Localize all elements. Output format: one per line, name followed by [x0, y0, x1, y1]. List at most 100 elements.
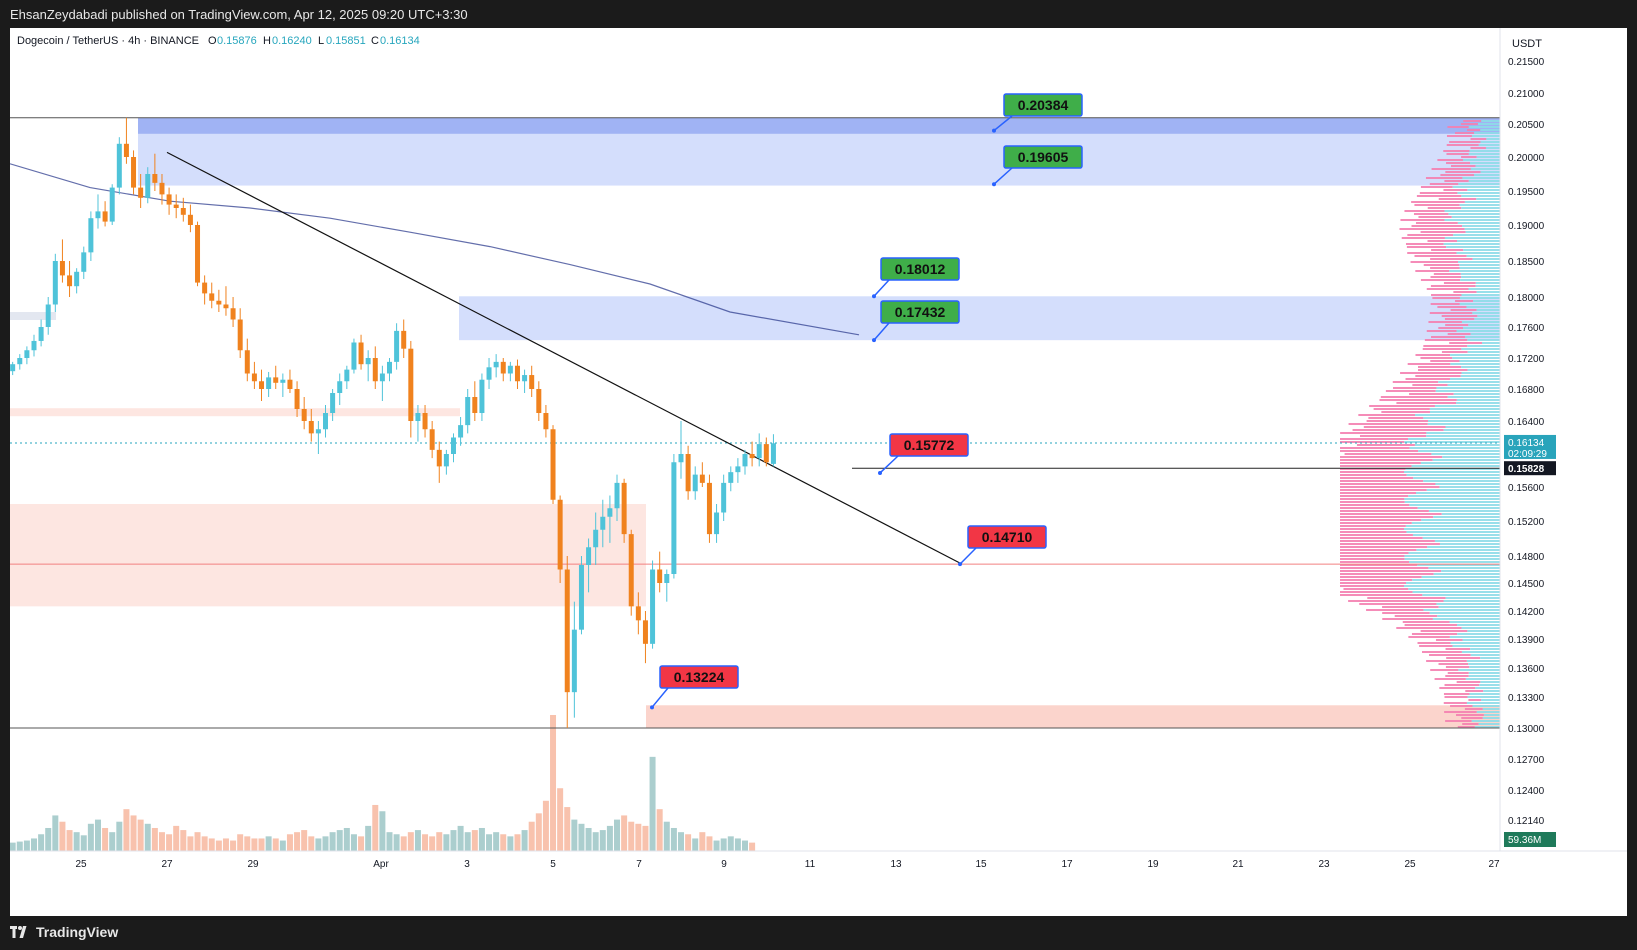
volume-profile-sell-bar [1340, 570, 1442, 572]
volume-profile-buy-bar [1461, 372, 1500, 374]
candle-down [209, 293, 215, 301]
volume-profile-buy-bar [1461, 321, 1500, 323]
ohlc-h-label: H [263, 35, 271, 47]
candle-up [486, 367, 492, 380]
volume-profile-sell-bar [1430, 303, 1460, 305]
volume-profile-buy-bar [1461, 294, 1500, 296]
volume-profile-sell-bar [1340, 474, 1407, 476]
level-label-box[interactable] [1003, 93, 1083, 117]
volume-profile-sell-bar [1340, 522, 1412, 524]
candle-down [401, 330, 407, 349]
volume-profile-sell-bar [1429, 183, 1459, 185]
volume-profile-buy-bar [1460, 279, 1500, 281]
volume-profile-buy-bar [1423, 609, 1500, 611]
volume-profile-sell-bar [1429, 654, 1471, 656]
volume-profile-sell-bar [1366, 420, 1428, 422]
volume-bar [507, 836, 514, 851]
volume-profile-sell-bar [1340, 441, 1405, 443]
volume-profile-sell-bar [1441, 315, 1478, 317]
volume-profile-sell-bar [1340, 582, 1407, 584]
candle-up [607, 508, 613, 517]
volume-profile-buy-bar [1421, 576, 1500, 578]
volume-profile-sell-bar [1420, 630, 1468, 632]
volume-profile-buy-bar [1460, 375, 1500, 377]
time-tick-label: 27 [161, 859, 173, 870]
candle-down [102, 211, 108, 222]
level-pointer [959, 547, 977, 565]
volume-profile-sell-bar [1405, 378, 1450, 380]
volume-profile-buy-bar [1409, 504, 1500, 506]
volume-bar [429, 836, 436, 851]
candle-up [664, 574, 670, 583]
volume-bar [734, 838, 741, 851]
volume-profile-buy-bar [1457, 192, 1500, 194]
volume-profile-sell-bar [1352, 429, 1444, 431]
volume-profile-buy-bar [1449, 621, 1500, 623]
volume-profile-buy-bar [1453, 234, 1500, 236]
volume-profile-buy-bar [1458, 669, 1500, 671]
volume-profile-sell-bar [1405, 243, 1444, 245]
level-label-box[interactable] [967, 525, 1047, 549]
volume-bar [16, 841, 23, 851]
volume-bar [414, 830, 421, 851]
level-label-box[interactable] [880, 257, 960, 281]
volume-bar [692, 838, 699, 851]
volume-profile-sell-bar [1441, 351, 1468, 353]
volume-profile-buy-bar [1447, 384, 1500, 386]
volume-profile-buy-bar [1470, 162, 1500, 164]
level-label-box[interactable] [880, 300, 960, 324]
volume-profile-sell-bar [1426, 660, 1467, 662]
price-chart[interactable]: 0.20384 0.19605 0.18012 0.17432 0.15772 0.147… [2, 28, 1627, 916]
candle-up [593, 529, 599, 548]
minor-zone [10, 408, 460, 417]
volume-profile-sell-bar [1340, 573, 1434, 575]
level-label-box[interactable] [889, 433, 969, 457]
volume-profile-sell-bar [1468, 699, 1482, 701]
ohlc-o-label: O [208, 35, 217, 47]
volume-bar [699, 832, 706, 851]
volume-bar [393, 834, 400, 851]
candle-down [699, 474, 705, 483]
volume-bar [557, 788, 564, 851]
candle-up [95, 211, 101, 219]
volume-profile-buy-bar [1476, 198, 1500, 200]
moving-average-line [9, 163, 860, 336]
volume-bar [166, 834, 173, 851]
candle-down [301, 409, 307, 421]
volume-profile-sell-bar [1415, 222, 1458, 224]
price-tick-label: 0.17600 [1508, 323, 1545, 334]
volume-profile-buy-bar [1446, 246, 1500, 248]
volume-profile-buy-bar [1427, 546, 1500, 548]
volume-profile-sell-bar [1340, 558, 1405, 560]
volume-bar [614, 819, 621, 851]
volume-profile-buy-bar [1463, 249, 1500, 251]
volume-profile-sell-bar [1392, 381, 1439, 383]
volume-profile-sell-bar [1432, 297, 1460, 299]
level-label-box[interactable] [1003, 145, 1083, 169]
volume-bar [116, 821, 123, 851]
volume-profile-sell-bar [1340, 531, 1407, 533]
price-tick-label: 0.19500 [1508, 187, 1545, 198]
volume-profile-buy-bar [1423, 480, 1500, 482]
candle-up [109, 187, 115, 222]
volume-profile-buy-bar [1429, 408, 1500, 410]
price-tick-label: 0.20500 [1508, 120, 1545, 131]
volume-bar [592, 832, 599, 851]
volume-profile-sell-bar [1430, 267, 1460, 269]
volume-profile-sell-bar [1379, 399, 1457, 401]
volume-profile-sell-bar [1340, 513, 1442, 515]
volume-profile-sell-bar [1382, 612, 1430, 614]
volume-profile-sell-bar [1382, 618, 1433, 620]
volume-bar [294, 832, 301, 851]
candle-up [344, 369, 350, 382]
chart-frame[interactable]: 0.20384 0.19605 0.18012 0.17432 0.15772 0.147… [2, 28, 1627, 916]
volume-profile-buy-bar [1480, 129, 1500, 131]
volume-profile-buy-bar [1434, 405, 1500, 407]
volume-profile-sell-bar [1415, 375, 1461, 377]
volume-profile-buy-bar [1405, 468, 1500, 470]
volume-profile-buy-bar [1468, 672, 1500, 674]
volume-profile-buy-bar [1432, 618, 1500, 620]
volume-profile-sell-bar [1431, 294, 1462, 296]
time-tick-label: 25 [1404, 859, 1416, 870]
level-label-box[interactable] [659, 665, 739, 689]
